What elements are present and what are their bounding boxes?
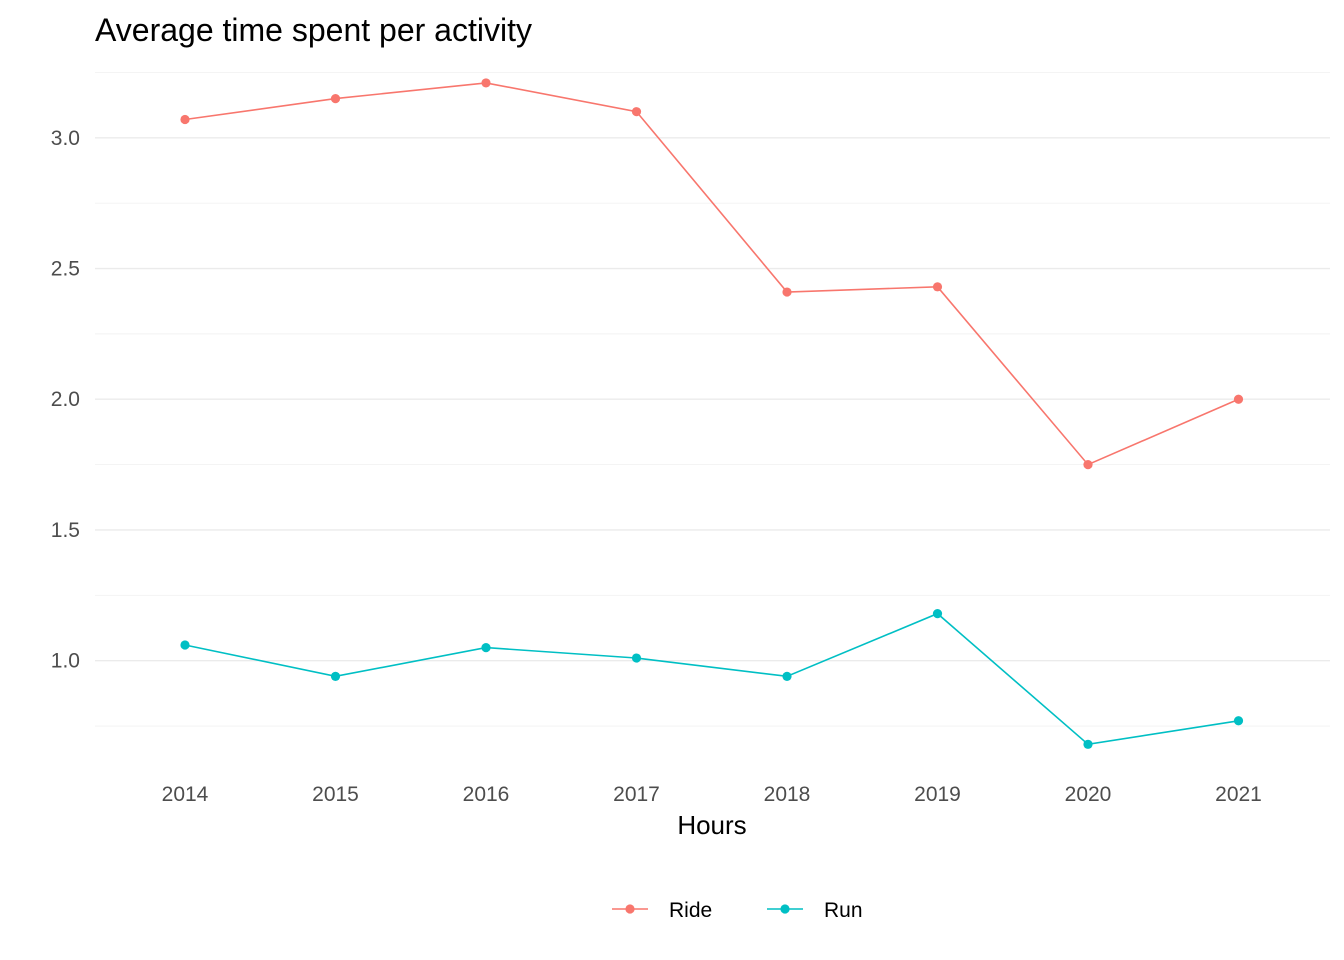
- legend-label: Run: [824, 899, 863, 922]
- y-tick-label: 3.0: [51, 127, 80, 150]
- x-tick-label: 2020: [1065, 783, 1112, 806]
- data-point-ride: [932, 282, 943, 292]
- chart-title: Average time spent per activity: [95, 12, 532, 48]
- data-point-ride: [782, 287, 792, 297]
- x-tick-label: 2014: [162, 783, 209, 806]
- y-tick-label: 2.0: [51, 388, 80, 411]
- legend-item-ride: Ride: [612, 899, 712, 922]
- x-tick-label: 2019: [914, 783, 961, 806]
- data-point-ride: [180, 114, 190, 125]
- data-point-run: [180, 640, 190, 650]
- data-point-run: [1233, 716, 1244, 726]
- y-tick-label: 1.0: [51, 650, 80, 673]
- data-point-ride: [1233, 394, 1244, 404]
- data-point-run: [782, 671, 792, 681]
- x-tick-label: 2015: [312, 783, 359, 806]
- series-ride: [180, 78, 1244, 470]
- legend-label: Ride: [669, 899, 712, 922]
- data-point-ride: [481, 78, 491, 88]
- legend: Ride Run: [612, 899, 863, 922]
- x-tick-label: 2021: [1215, 783, 1262, 806]
- x-tick-label: 2017: [613, 783, 660, 806]
- series-run: [180, 609, 1244, 749]
- grid: [95, 72, 1330, 727]
- y-axis-ticks: 1.0 1.5 2.0 2.5 3.0: [51, 127, 80, 673]
- data-point-run: [330, 671, 341, 681]
- legend-key-point: [780, 904, 790, 914]
- legend-key-point: [625, 904, 635, 914]
- data-point-ride: [330, 93, 341, 104]
- x-axis-title: Hours: [677, 810, 746, 840]
- data-point-ride: [631, 107, 642, 117]
- data-point-run: [1083, 739, 1093, 749]
- data-point-run: [481, 642, 491, 653]
- y-tick-label: 2.5: [51, 258, 80, 281]
- x-axis-ticks: 2014 2015 2016 2017 2018 2019 2020 2021: [162, 783, 1262, 806]
- x-tick-label: 2018: [764, 783, 811, 806]
- series-line-run: [184, 612, 1239, 746]
- series-line-ride: [184, 82, 1239, 466]
- y-tick-label: 1.5: [51, 519, 80, 542]
- x-tick-label: 2016: [463, 783, 510, 806]
- series-layer: [180, 78, 1244, 749]
- legend-item-run: Run: [767, 899, 863, 922]
- data-point-ride: [1083, 459, 1093, 470]
- data-point-run: [932, 609, 943, 619]
- data-point-run: [631, 653, 642, 663]
